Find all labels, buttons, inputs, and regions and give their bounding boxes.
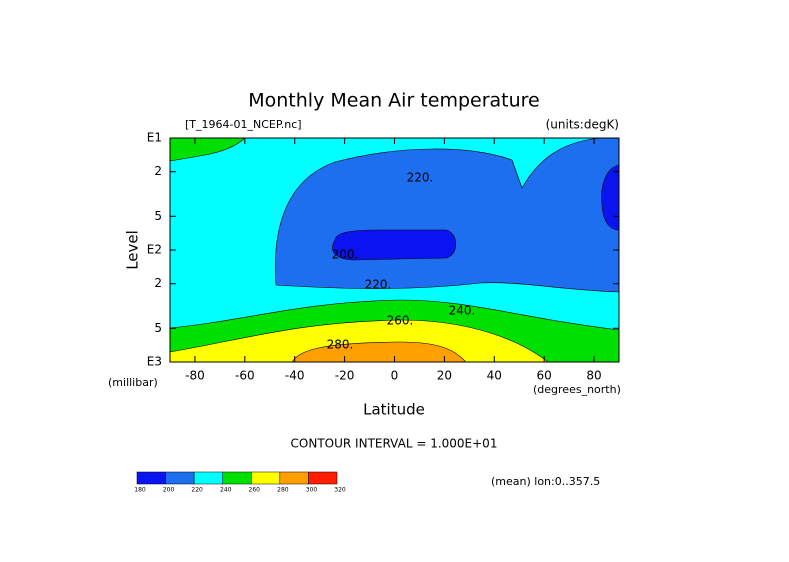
x-tick-label: -40: [285, 369, 305, 383]
x-tick-label: 20: [437, 369, 452, 383]
x-tick-label: 80: [586, 369, 601, 383]
colorbar-label: 220: [191, 487, 203, 494]
colorbar-swatch: [136, 471, 166, 485]
x-tick-label: 40: [487, 369, 502, 383]
x-tick-label: 60: [537, 369, 552, 383]
x-tick-label: -20: [335, 369, 355, 383]
y-tick-label: E3: [147, 355, 162, 369]
note: (mean) lon:0..357.5: [491, 475, 600, 488]
y-tick-label: 2: [154, 164, 162, 178]
colorbar-label: 300: [306, 487, 318, 494]
contour-label: 260.: [387, 314, 414, 328]
contour-label: 280.: [327, 338, 354, 352]
x-units: (degrees_north): [533, 383, 621, 396]
contour-region: [332, 229, 457, 261]
contour-label: 220.: [407, 171, 434, 185]
y-tick-label: 5: [154, 321, 162, 335]
contour-label: 200.: [332, 248, 359, 262]
y-tick-label: E1: [147, 131, 162, 145]
x-tick-label: -60: [235, 369, 255, 383]
subtitle-left: [T_1964-01_NCEP.nc]: [185, 118, 302, 131]
colorbar-swatch: [279, 471, 309, 485]
y-units: (millibar): [108, 376, 158, 389]
colorbar-label: 200: [163, 487, 175, 494]
y-tick-label: 2: [154, 276, 162, 290]
colorbar-swatch: [308, 471, 338, 485]
contour-label: 240.: [449, 304, 476, 318]
y-tick-label: 5: [154, 209, 162, 223]
colorbar-swatch: [251, 471, 281, 485]
x-tick-label: 0: [391, 369, 399, 383]
colorbar-label: 320: [334, 487, 346, 494]
contour-interval: CONTOUR INTERVAL = 1.000E+01: [291, 437, 498, 451]
chart-title: Monthly Mean Air temperature: [248, 90, 539, 112]
colorbar-swatch: [222, 471, 252, 485]
x-axis-label: Latitude: [363, 401, 425, 419]
colorbar-label: 180: [134, 487, 146, 494]
subtitle-right: (units:degK): [546, 118, 619, 132]
contour-region: [169, 319, 549, 363]
contour-region: [291, 341, 467, 363]
contour-region: [601, 164, 620, 231]
colorbar-swatch: [165, 471, 195, 485]
colorbar-label: 260: [249, 487, 261, 494]
colorbar-swatch: [193, 471, 223, 485]
contour-label: 220.: [365, 278, 392, 292]
y-axis-label: Level: [124, 230, 142, 270]
y-tick-label: E2: [147, 243, 162, 257]
colorbar-label: 280: [277, 487, 289, 494]
colorbar-label: 240: [220, 487, 232, 494]
x-tick-label: -80: [185, 369, 205, 383]
